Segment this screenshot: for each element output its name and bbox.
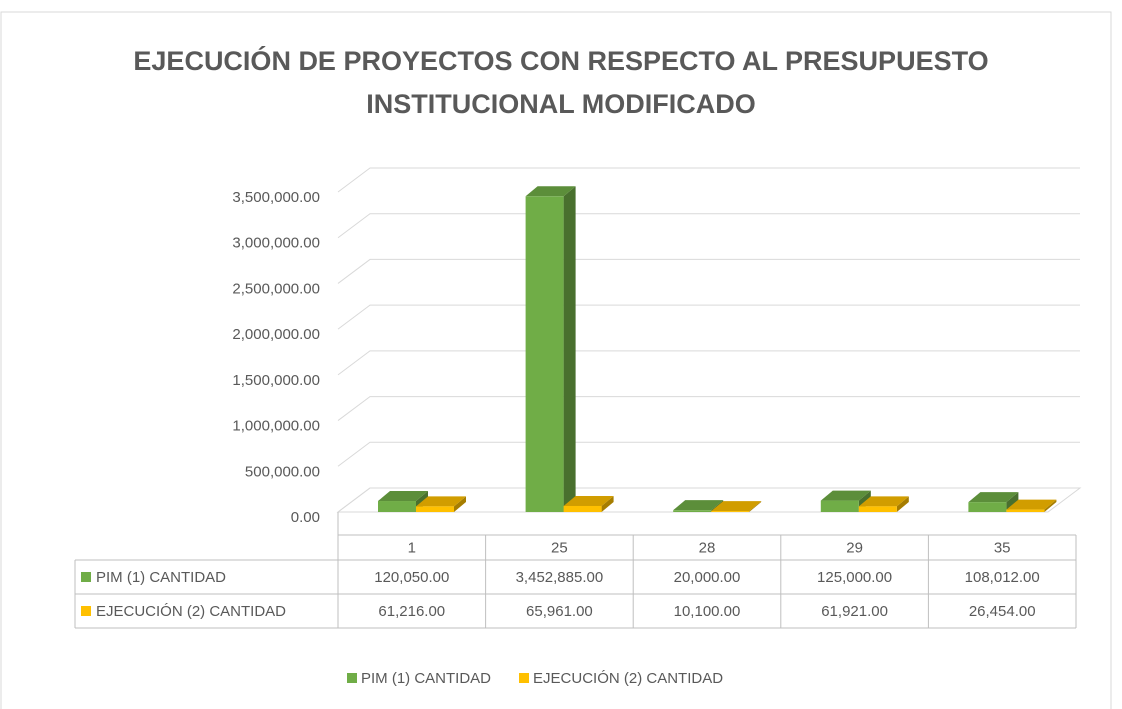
table-cell: 125,000.00: [817, 569, 892, 586]
bar-top: [378, 491, 428, 502]
bar-front: [525, 196, 564, 512]
table-cell: 26,454.00: [969, 603, 1036, 620]
chart-title: EJECUCIÓN DE PROYECTOS CON RESPECTO AL P…: [133, 46, 989, 119]
bar-side: [454, 496, 466, 512]
legend-label: EJECUCIÓN (2) CANTIDAD: [533, 670, 723, 687]
grid-line: [337, 213, 1080, 239]
bar-top: [416, 496, 466, 507]
grid-line: [337, 487, 1080, 513]
bar-front: [968, 502, 1007, 512]
bar-front: [563, 505, 602, 512]
x-tick-label: 29: [846, 539, 863, 556]
grid-line: [337, 304, 1080, 330]
bar-front: [416, 506, 454, 512]
table-row-header: EJECUCIÓN (2) CANTIDAD: [96, 603, 286, 620]
grid-line: [337, 258, 1080, 284]
table-legend-key: [81, 572, 91, 582]
table-cell: 65,961.00: [526, 603, 593, 620]
bar-side: [749, 501, 762, 512]
table-cell: 120,050.00: [374, 569, 449, 586]
y-tick-label: 500,000.00: [245, 463, 320, 480]
table-cell: 61,921.00: [821, 603, 888, 620]
y-tick-label: 2,500,000.00: [232, 280, 320, 297]
bar-front: [378, 501, 416, 512]
bar-side: [896, 496, 909, 512]
bar-front: [711, 511, 750, 512]
y-tick-label: 3,000,000.00: [232, 235, 320, 252]
legend-label: PIM (1) CANTIDAD: [361, 670, 491, 687]
bar-front: [673, 510, 712, 512]
grid-line: [337, 396, 1080, 421]
legend-key: [347, 673, 357, 683]
bar-front: [858, 506, 897, 512]
x-tick-label: 28: [699, 539, 716, 556]
grid-line: [337, 167, 1080, 193]
x-tick-label: 25: [551, 539, 568, 556]
bar-side: [1006, 492, 1019, 512]
bar: [416, 496, 466, 512]
x-tick-label: 1: [408, 539, 416, 556]
bar-side: [563, 186, 576, 512]
bar-side: [601, 495, 614, 512]
bar-top: [858, 496, 909, 507]
bar-top: [968, 492, 1019, 503]
y-tick-label: 1,500,000.00: [232, 372, 320, 389]
grid-line: [337, 350, 1080, 376]
grid-line: [337, 441, 1080, 467]
bar: [563, 495, 614, 512]
bar-top: [711, 501, 762, 512]
x-tick-label: 35: [994, 539, 1011, 556]
bar-front: [1006, 509, 1045, 512]
y-tick-label: 0.00: [291, 509, 320, 526]
chart-border: [0, 11, 1112, 709]
bar-top: [673, 500, 724, 511]
table-cell: 20,000.00: [674, 569, 741, 586]
table-legend-key: [81, 606, 91, 616]
y-tick-label: 2,000,000.00: [232, 326, 320, 343]
table-row-header: PIM (1) CANTIDAD: [96, 569, 226, 586]
table-cell: 61,216.00: [378, 603, 445, 620]
bar: [968, 492, 1019, 512]
bar-side: [1044, 499, 1057, 512]
y-tick-label: 1,000,000.00: [232, 418, 320, 435]
bar-top: [820, 490, 871, 501]
table-cell: 3,452,885.00: [516, 569, 604, 586]
bar: [858, 496, 909, 512]
bar-top: [563, 495, 614, 506]
table-cell: 108,012.00: [965, 569, 1040, 586]
legend-key: [519, 673, 530, 683]
bar-top: [525, 186, 576, 197]
bar: [1006, 499, 1057, 512]
bar-front: [820, 500, 859, 512]
bar-top: [1006, 499, 1057, 510]
bar: [711, 501, 762, 512]
bar: [525, 186, 576, 512]
y-tick-label: 3,500,000.00: [232, 189, 320, 206]
table-cell: 10,100.00: [674, 603, 741, 620]
